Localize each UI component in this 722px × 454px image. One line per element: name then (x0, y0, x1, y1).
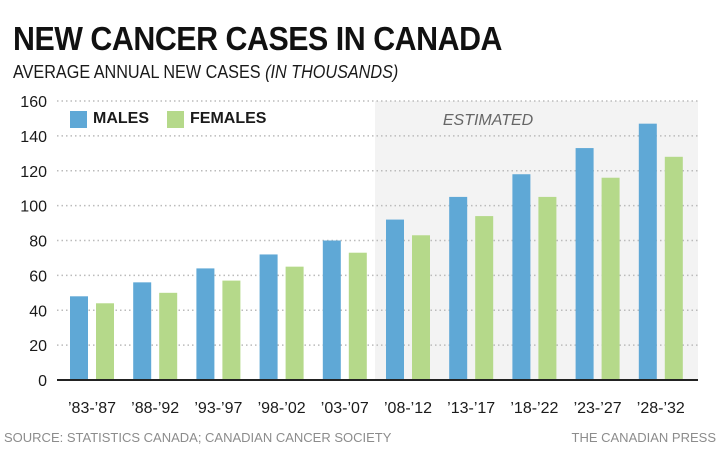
bar-males (322, 240, 341, 380)
bar-females (222, 280, 241, 380)
legend-swatch-females (167, 110, 184, 128)
y-tick-label: 0 (38, 373, 47, 390)
bar-males (449, 196, 468, 380)
x-tick-label: ’08-’12 (384, 400, 432, 417)
bar-females (285, 266, 304, 380)
x-tick-label: ’03-’07 (321, 400, 369, 417)
y-tick-label: 160 (20, 94, 47, 111)
bar-males (512, 174, 531, 380)
subtitle-units: (IN THOUSANDS) (265, 62, 399, 82)
x-tick-label: ’98-’02 (258, 400, 306, 417)
bar-males (638, 123, 657, 380)
x-tick-label: ’18-’22 (510, 400, 558, 417)
x-tick-label: ’83-’87 (68, 400, 116, 417)
bar-females (159, 292, 178, 380)
legend-label-males: MALES (93, 110, 149, 127)
legend: MALES FEMALES (70, 110, 284, 128)
bar-males (196, 268, 215, 380)
x-tick-label: ’88-’92 (131, 400, 179, 417)
bar-females (664, 156, 683, 380)
bar-females (475, 216, 494, 380)
estimated-label: ESTIMATED (443, 112, 534, 129)
y-tick-label: 80 (29, 234, 47, 251)
bar-females (601, 177, 620, 380)
bar-males (259, 254, 278, 380)
credit-note: THE CANADIAN PRESS (571, 430, 716, 445)
y-tick-label: 20 (29, 338, 47, 355)
x-tick-label: ’28-’32 (637, 400, 685, 417)
bar-males (70, 296, 88, 380)
source-note: SOURCE: STATISTICS CANADA; CANADIAN CANC… (4, 430, 392, 445)
bar-females (348, 252, 367, 380)
bar-females (412, 235, 430, 380)
x-tick-label: ’93-’97 (194, 400, 242, 417)
chart-title: NEW CANCER CASES IN CANADA (13, 20, 503, 57)
chart-subtitle: AVERAGE ANNUAL NEW CASES (IN THOUSANDS) (13, 62, 398, 83)
bar-males (575, 148, 594, 380)
legend-item-females: FEMALES (167, 110, 266, 128)
legend-swatch-males (70, 110, 87, 128)
bar-males (386, 219, 404, 380)
y-tick-label: 60 (29, 268, 47, 285)
bar-females (538, 196, 557, 380)
bar-females (96, 303, 114, 380)
x-tick-label: ’13-’17 (447, 400, 495, 417)
legend-label-females: FEMALES (190, 110, 267, 127)
y-tick-label: 40 (29, 303, 47, 320)
y-tick-label: 120 (20, 164, 47, 181)
bar-males (133, 282, 152, 380)
legend-item-males: MALES (70, 110, 149, 128)
y-tick-label: 100 (20, 199, 47, 216)
subtitle-main: AVERAGE ANNUAL NEW CASES (13, 62, 261, 82)
y-tick-label: 140 (20, 129, 47, 146)
x-tick-label: ’23-’27 (574, 400, 622, 417)
